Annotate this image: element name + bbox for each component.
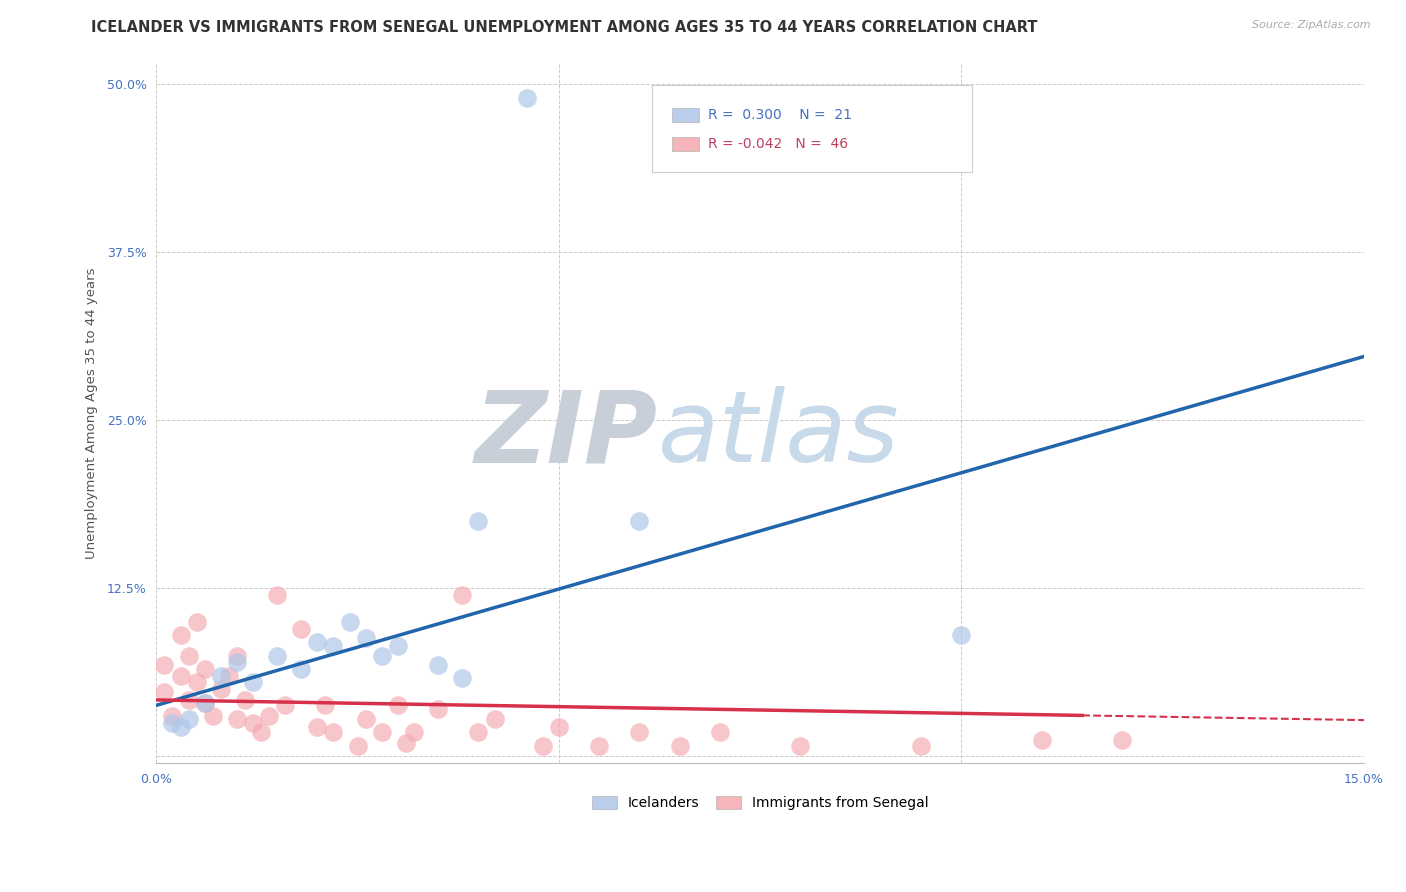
- Point: [153, 657, 176, 672]
- Point: [225, 712, 247, 726]
- Point: [451, 672, 474, 686]
- Text: R =  0.300    N =  21: R = 0.300 N = 21: [709, 108, 852, 122]
- Point: [628, 514, 651, 528]
- Point: [201, 709, 224, 723]
- Y-axis label: Unemployment Among Ages 35 to 44 years: Unemployment Among Ages 35 to 44 years: [86, 268, 98, 559]
- Point: [274, 698, 297, 713]
- Point: [153, 685, 176, 699]
- Point: [709, 725, 731, 739]
- Point: [225, 648, 247, 663]
- Text: R = -0.042   N =  46: R = -0.042 N = 46: [709, 137, 848, 152]
- Point: [548, 720, 571, 734]
- Point: [387, 639, 409, 653]
- Point: [209, 669, 232, 683]
- Point: [186, 675, 208, 690]
- Point: [516, 90, 538, 104]
- Point: [588, 739, 610, 753]
- Point: [1031, 733, 1053, 747]
- Point: [427, 657, 450, 672]
- Point: [242, 715, 264, 730]
- Point: [186, 615, 208, 629]
- Point: [169, 720, 191, 734]
- Point: [387, 698, 409, 713]
- Legend: Icelanders, Immigrants from Senegal: Icelanders, Immigrants from Senegal: [586, 790, 935, 815]
- Point: [209, 682, 232, 697]
- Point: [322, 725, 344, 739]
- Point: [169, 628, 191, 642]
- Text: Source: ZipAtlas.com: Source: ZipAtlas.com: [1253, 20, 1371, 29]
- Point: [290, 622, 312, 636]
- Point: [225, 655, 247, 669]
- FancyBboxPatch shape: [672, 108, 699, 122]
- Point: [266, 588, 288, 602]
- Point: [467, 514, 489, 528]
- Point: [668, 739, 690, 753]
- Point: [346, 739, 368, 753]
- Point: [242, 675, 264, 690]
- Point: [354, 712, 377, 726]
- Point: [402, 725, 425, 739]
- Point: [910, 739, 932, 753]
- Point: [169, 669, 191, 683]
- Point: [1111, 733, 1133, 747]
- Point: [427, 702, 450, 716]
- Point: [371, 648, 394, 663]
- Point: [531, 739, 554, 753]
- Point: [250, 725, 273, 739]
- Point: [290, 662, 312, 676]
- Point: [467, 725, 489, 739]
- Point: [395, 736, 418, 750]
- Point: [354, 631, 377, 645]
- Point: [307, 720, 329, 734]
- Text: ZIP: ZIP: [475, 386, 658, 483]
- Point: [371, 725, 394, 739]
- FancyBboxPatch shape: [672, 137, 699, 152]
- Point: [628, 725, 651, 739]
- Point: [950, 628, 973, 642]
- Point: [451, 588, 474, 602]
- Point: [194, 696, 217, 710]
- Text: ICELANDER VS IMMIGRANTS FROM SENEGAL UNEMPLOYMENT AMONG AGES 35 TO 44 YEARS CORR: ICELANDER VS IMMIGRANTS FROM SENEGAL UNE…: [91, 20, 1038, 35]
- Point: [218, 669, 240, 683]
- Point: [322, 639, 344, 653]
- Point: [484, 712, 506, 726]
- Point: [162, 709, 184, 723]
- Point: [339, 615, 361, 629]
- Point: [194, 696, 217, 710]
- Point: [789, 739, 811, 753]
- Point: [314, 698, 336, 713]
- Point: [266, 648, 288, 663]
- Point: [307, 635, 329, 649]
- Point: [177, 693, 200, 707]
- Point: [233, 693, 256, 707]
- Point: [177, 648, 200, 663]
- Point: [257, 709, 280, 723]
- Text: atlas: atlas: [658, 386, 900, 483]
- Point: [177, 712, 200, 726]
- FancyBboxPatch shape: [651, 85, 972, 172]
- Point: [194, 662, 217, 676]
- Point: [162, 715, 184, 730]
